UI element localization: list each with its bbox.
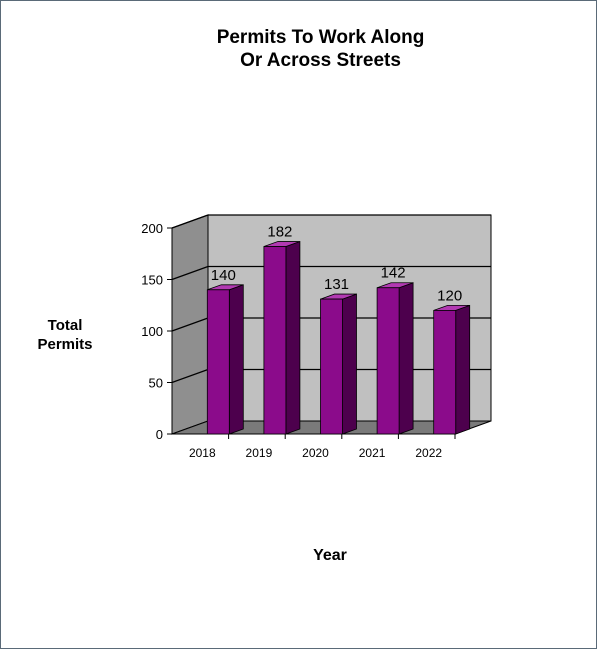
y-tick-label: 100: [141, 324, 163, 339]
y-tick-label: 150: [141, 273, 163, 288]
gridline-side: [171, 317, 209, 332]
chart-title: Permits To Work Along Or Across Streets: [0, 26, 597, 72]
gridline-side: [171, 368, 209, 384]
x-tick-label: 2019: [246, 446, 273, 460]
data-label: 140: [211, 267, 236, 284]
y-axis-title-line-1: Total: [47, 317, 83, 334]
data-label: 131: [324, 276, 349, 293]
y-tick-label: 0: [156, 427, 163, 442]
x-tick-label: 2021: [359, 446, 386, 460]
chart-title-line-2: Or Across Streets: [240, 50, 401, 71]
y-axis-title: Total Permits: [20, 316, 110, 354]
chart-title-line-1: Permits To Work Along: [216, 27, 425, 48]
data-label: 182: [267, 224, 292, 241]
data-label: 120: [437, 287, 462, 304]
bar: [320, 298, 343, 435]
data-label: 142: [381, 265, 406, 282]
x-axis-title: Year: [313, 547, 347, 564]
x-tick-label: 2022: [415, 446, 442, 460]
bar-side: [398, 282, 414, 435]
x-tick-label: 2020: [302, 446, 329, 460]
bar-side: [228, 284, 244, 435]
bar-side: [342, 293, 357, 435]
y-tick-label: 200: [141, 221, 163, 236]
gridline-side: [171, 214, 209, 229]
y-axis-title-line-2: Permits: [37, 336, 93, 353]
gridline-side: [171, 265, 209, 281]
bar: [433, 309, 457, 435]
bar-side: [455, 304, 471, 435]
y-tick-label: 50: [149, 376, 163, 391]
bar: [376, 287, 400, 435]
x-tick-label: 2018: [189, 446, 216, 460]
bar: [206, 289, 230, 435]
bar-side: [285, 240, 301, 435]
bar: [263, 246, 287, 435]
